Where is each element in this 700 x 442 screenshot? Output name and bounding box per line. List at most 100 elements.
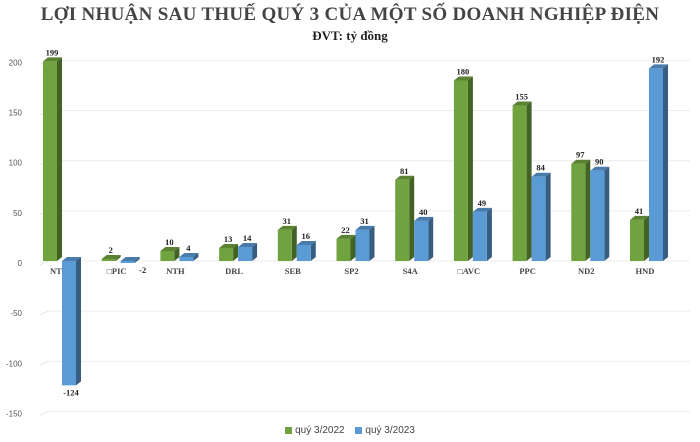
data-label: 199 <box>46 47 59 57</box>
data-label: 40 <box>419 207 428 217</box>
chart-subtitle: ĐVT: tỷ đồng <box>312 28 388 43</box>
x-tick-label: SEB <box>285 266 301 276</box>
bar-side <box>57 57 62 261</box>
x-tick-label: □AVC <box>458 266 480 276</box>
bar-side <box>585 159 591 261</box>
bar <box>62 261 76 386</box>
y-tick-label: -100 <box>6 359 23 368</box>
data-label: 31 <box>360 216 369 226</box>
x-tick-label: NT2 <box>50 266 66 276</box>
y-tick-label: -50 <box>10 309 22 318</box>
bar-top <box>62 257 81 261</box>
data-label: -2 <box>139 265 146 275</box>
bar-top <box>43 57 62 62</box>
bar <box>472 211 487 261</box>
bar-side <box>644 215 649 261</box>
bar <box>219 247 234 261</box>
bar <box>630 219 644 261</box>
bar <box>531 176 546 261</box>
bar-top <box>101 254 121 259</box>
bar <box>414 220 429 261</box>
data-label: 81 <box>400 166 409 176</box>
bar-top <box>472 207 492 212</box>
bar <box>649 68 663 261</box>
bar-top <box>179 252 199 257</box>
y-tick-label: 0 <box>18 259 23 268</box>
bar-side <box>115 254 121 261</box>
legend-label: quý 3/2023 <box>365 425 415 436</box>
bar-side <box>369 225 375 261</box>
bar-side <box>252 242 258 261</box>
x-tick-label: SP2 <box>344 266 358 276</box>
bar-top <box>219 243 239 248</box>
y-tick-label: -150 <box>6 409 23 418</box>
data-label: 84 <box>536 163 545 173</box>
bar-top <box>296 240 316 245</box>
x-tick-label: ND2 <box>578 266 595 276</box>
bar-side <box>663 64 668 261</box>
bar <box>336 238 351 261</box>
legend-item-2022: quý 3/2022 <box>285 425 345 436</box>
x-tick-label: □PIC <box>107 266 127 276</box>
bar <box>179 256 194 261</box>
data-label: 10 <box>165 237 174 247</box>
gridline-diag <box>39 260 49 266</box>
data-label: 13 <box>224 234 233 244</box>
legend-swatch <box>285 426 293 434</box>
bar-side <box>467 76 473 262</box>
bar-top <box>238 242 258 247</box>
data-label: 41 <box>635 206 644 216</box>
x-tick-label: DRL <box>225 266 243 276</box>
bar <box>571 163 586 261</box>
bar-top <box>630 215 649 220</box>
x-tick-label: NTH <box>166 266 185 276</box>
y-tick-label: 200 <box>9 58 23 67</box>
bar-side <box>604 166 610 261</box>
bar <box>453 80 468 262</box>
chart-title: LỢI NHUẬN SAU THUẾ QUÝ 3 CỦA MỘT SỐ DOAN… <box>40 4 660 25</box>
bar-side <box>526 101 532 261</box>
bar <box>512 105 527 261</box>
bar-top <box>395 175 415 180</box>
legend-swatch <box>355 426 363 434</box>
data-label: 49 <box>478 198 487 208</box>
bar-side <box>174 246 180 261</box>
bar-top <box>336 234 356 239</box>
bar-top <box>512 101 532 106</box>
data-label: 97 <box>576 150 585 160</box>
y-tick-label: 100 <box>9 159 23 168</box>
bar-top <box>531 172 551 177</box>
data-label: 16 <box>302 231 311 241</box>
gridline-diag <box>39 360 49 366</box>
data-label: 22 <box>341 225 350 235</box>
bar-side <box>545 172 551 261</box>
data-label: 2 <box>109 245 113 255</box>
bar-side <box>486 207 492 261</box>
bar-side <box>409 175 415 261</box>
bar-top <box>160 246 180 251</box>
gridline-diag <box>39 411 49 416</box>
bar-top <box>453 76 473 81</box>
data-label: 180 <box>457 66 470 76</box>
bar-side <box>233 243 239 261</box>
bar-top <box>277 225 297 230</box>
x-tick-label: S4A <box>403 266 419 276</box>
bar-top <box>355 225 375 230</box>
bar <box>120 261 135 264</box>
data-label: 192 <box>652 54 665 64</box>
bar-side <box>76 257 81 386</box>
bar <box>296 244 311 261</box>
data-label: 31 <box>283 216 292 226</box>
legend: quý 3/2022 quý 3/2023 <box>0 425 700 436</box>
bar <box>238 246 253 261</box>
data-label: 90 <box>595 157 604 167</box>
bar <box>355 229 370 261</box>
bar-top <box>571 159 591 164</box>
data-label: -124 <box>63 387 79 397</box>
bar-top <box>120 257 140 261</box>
data-label: 4 <box>186 243 191 253</box>
bar-side <box>310 240 316 261</box>
bar-top <box>414 216 434 221</box>
